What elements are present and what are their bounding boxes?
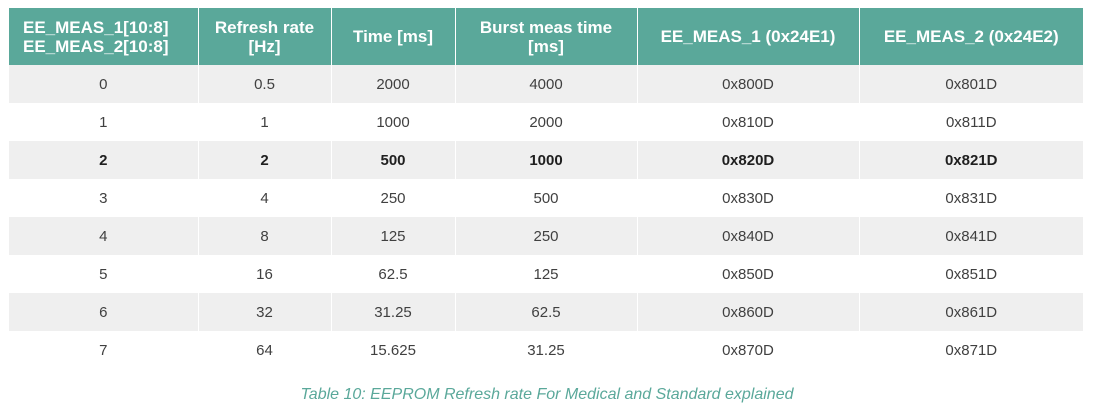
table-cell: 0x861D (859, 293, 1083, 331)
header-line: EE_MEAS_2[10:8] (23, 36, 169, 56)
header-row: EE_MEAS_1[10:8] EE_MEAS_2[10:8] Refresh … (9, 8, 1083, 65)
table-cell: 0x811D (859, 103, 1083, 141)
header-line: Burst meas time (479, 17, 613, 37)
table-cell: 1000 (455, 141, 638, 179)
header-ee-meas-1: EE_MEAS_1 (0x24E1) (637, 8, 860, 65)
refresh-rate-table: EE_MEAS_1[10:8] EE_MEAS_2[10:8] Refresh … (9, 8, 1083, 369)
table-cell: 0x870D (637, 331, 860, 369)
table-row: 6 32 31.25 62.5 0x860D 0x861D (9, 293, 1083, 331)
header-line: [Hz] (248, 36, 281, 56)
table-cell: 0x850D (637, 255, 860, 293)
table-cell: 0x801D (859, 65, 1083, 103)
table-row: 4 8 125 250 0x840D 0x841D (9, 217, 1083, 255)
table-cell: 31.25 (331, 293, 456, 331)
table-cell: 62.5 (331, 255, 456, 293)
header-ee-meas-2: EE_MEAS_2 (0x24E2) (859, 8, 1083, 65)
table-cell: 2000 (455, 103, 638, 141)
table-cell: 0x800D (637, 65, 860, 103)
table-cell: 4 (198, 179, 332, 217)
table-cell: 31.25 (455, 331, 638, 369)
header-line: [ms] (528, 36, 564, 56)
table-cell: 0x841D (859, 217, 1083, 255)
table-cell: 4 (9, 217, 199, 255)
table-header: EE_MEAS_1[10:8] EE_MEAS_2[10:8] Refresh … (9, 8, 1083, 65)
table-cell: 0x830D (637, 179, 860, 217)
table-row: 0 0.5 2000 4000 0x800D 0x801D (9, 65, 1083, 103)
table-cell: 0x831D (859, 179, 1083, 217)
table-cell: 16 (198, 255, 332, 293)
table-cell: 500 (455, 179, 638, 217)
header-time: Time [ms] (331, 8, 456, 65)
table-cell: 0x871D (859, 331, 1083, 369)
table-cell: 32 (198, 293, 332, 331)
table-cell: 8 (198, 217, 332, 255)
table-row: 3 4 250 500 0x830D 0x831D (9, 179, 1083, 217)
table-cell: 0x810D (637, 103, 860, 141)
table-row: 5 16 62.5 125 0x850D 0x851D (9, 255, 1083, 293)
table-cell: 125 (455, 255, 638, 293)
table-cell: 5 (9, 255, 199, 293)
table-cell: 62.5 (455, 293, 638, 331)
table-cell: 0x860D (637, 293, 860, 331)
table-cell: 3 (9, 179, 199, 217)
table-cell: 125 (331, 217, 456, 255)
table-cell: 4000 (455, 65, 638, 103)
table-cell: 15.625 (331, 331, 456, 369)
table-cell: 2 (9, 141, 199, 179)
table-cell: 2 (198, 141, 332, 179)
table-cell: 0x840D (637, 217, 860, 255)
table-cell: 64 (198, 331, 332, 369)
table-row: 1 1 1000 2000 0x810D 0x811D (9, 103, 1083, 141)
table-cell: 0x851D (859, 255, 1083, 293)
table-caption: Table 10: EEPROM Refresh rate For Medica… (300, 386, 794, 403)
table-cell: 0x821D (859, 141, 1083, 179)
table-cell: 250 (455, 217, 638, 255)
header-line: Refresh rate (214, 17, 315, 37)
table-cell: 0.5 (198, 65, 332, 103)
table-cell: 1000 (331, 103, 456, 141)
table-cell: 0x820D (637, 141, 860, 179)
table-cell: 1 (9, 103, 199, 141)
table-body: 0 0.5 2000 4000 0x800D 0x801D 1 1 1000 2… (9, 65, 1083, 369)
header-line: EE_MEAS_1 (0x24E1) (660, 27, 836, 46)
table-cell: 500 (331, 141, 456, 179)
header-line: EE_MEAS_1[10:8] (23, 17, 169, 37)
header-line: Time [ms] (353, 27, 433, 46)
table-cell: 0 (9, 65, 199, 103)
table-cell: 7 (9, 331, 199, 369)
table-cell: 6 (9, 293, 199, 331)
header-ee-meas-bits: EE_MEAS_1[10:8] EE_MEAS_2[10:8] (9, 8, 199, 65)
table-row-highlighted: 2 2 500 1000 0x820D 0x821D (9, 141, 1083, 179)
table-cell: 250 (331, 179, 456, 217)
table-row: 7 64 15.625 31.25 0x870D 0x871D (9, 331, 1083, 369)
header-line: EE_MEAS_2 (0x24E2) (883, 27, 1059, 46)
header-burst-meas-time: Burst meas time [ms] (455, 8, 638, 65)
table-cell: 2000 (331, 65, 456, 103)
table-cell: 1 (198, 103, 332, 141)
header-refresh-rate: Refresh rate [Hz] (198, 8, 332, 65)
refresh-rate-table-container: EE_MEAS_1[10:8] EE_MEAS_2[10:8] Refresh … (9, 8, 1083, 369)
